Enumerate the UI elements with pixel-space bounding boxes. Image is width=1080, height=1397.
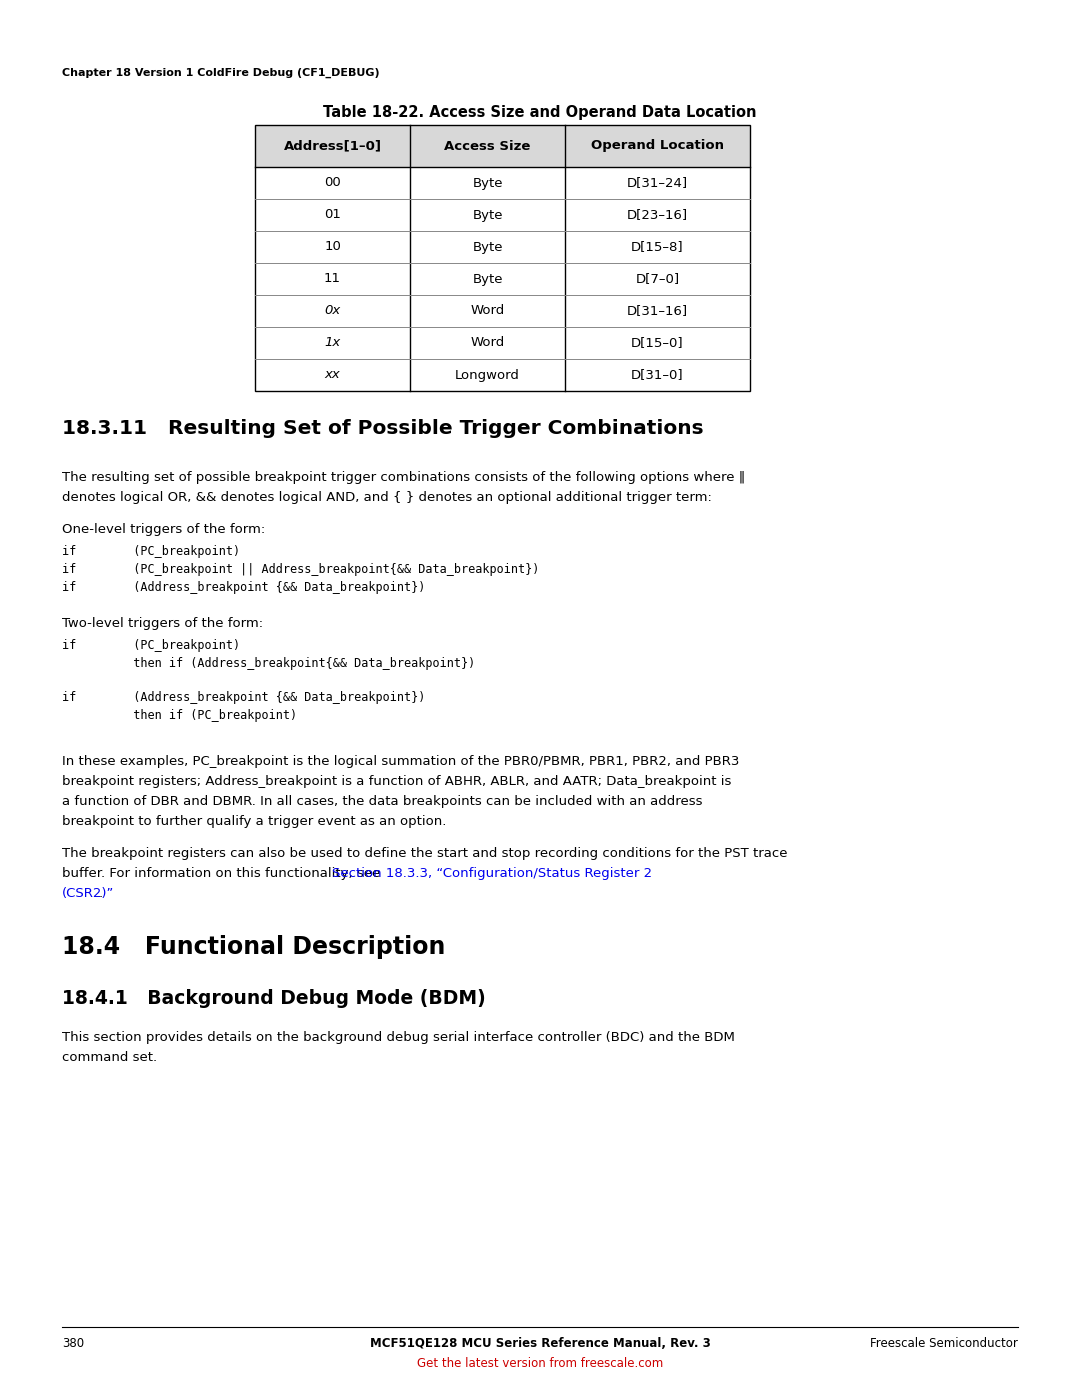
Text: Byte: Byte <box>472 176 503 190</box>
Text: then if (Address_breakpoint{&& Data_breakpoint}): then if (Address_breakpoint{&& Data_brea… <box>62 657 475 671</box>
Text: if        (Address_breakpoint {&& Data_breakpoint}): if (Address_breakpoint {&& Data_breakpoi… <box>62 581 426 594</box>
Text: D[7–0]: D[7–0] <box>635 272 679 285</box>
Text: 18.3.11   Resulting Set of Possible Trigger Combinations: 18.3.11 Resulting Set of Possible Trigge… <box>62 419 704 439</box>
Text: 18.4   Functional Description: 18.4 Functional Description <box>62 935 445 958</box>
Text: Byte: Byte <box>472 240 503 253</box>
Text: Word: Word <box>471 337 504 349</box>
Bar <box>255 124 750 168</box>
Text: Freescale Semiconductor: Freescale Semiconductor <box>870 1337 1018 1350</box>
Text: Byte: Byte <box>472 208 503 222</box>
Text: if        (Address_breakpoint {&& Data_breakpoint}): if (Address_breakpoint {&& Data_breakpoi… <box>62 692 426 704</box>
Text: One-level triggers of the form:: One-level triggers of the form: <box>62 522 266 536</box>
Text: 11: 11 <box>324 272 341 285</box>
Text: Section 18.3.3, “Configuration/Status Register 2: Section 18.3.3, “Configuration/Status Re… <box>333 868 652 880</box>
Text: 0x: 0x <box>324 305 340 317</box>
Text: MCF51QE128 MCU Series Reference Manual, Rev. 3: MCF51QE128 MCU Series Reference Manual, … <box>369 1337 711 1350</box>
Text: D[23–16]: D[23–16] <box>626 208 688 222</box>
Text: 380: 380 <box>62 1337 84 1350</box>
Text: .: . <box>99 887 104 900</box>
Text: denotes logical OR, && denotes logical AND, and { } denotes an optional addition: denotes logical OR, && denotes logical A… <box>62 490 712 504</box>
Text: then if (PC_breakpoint): then if (PC_breakpoint) <box>62 710 297 722</box>
Text: Two-level triggers of the form:: Two-level triggers of the form: <box>62 617 264 630</box>
Bar <box>255 124 750 391</box>
Text: Longword: Longword <box>455 369 519 381</box>
Text: D[31–0]: D[31–0] <box>631 369 684 381</box>
Text: The resulting set of possible breakpoint trigger combinations consists of the fo: The resulting set of possible breakpoint… <box>62 471 745 483</box>
Text: command set.: command set. <box>62 1051 157 1065</box>
Text: if        (PC_breakpoint || Address_breakpoint{&& Data_breakpoint}): if (PC_breakpoint || Address_breakpoint{… <box>62 563 539 576</box>
Text: Operand Location: Operand Location <box>591 140 724 152</box>
Text: In these examples, PC_breakpoint is the logical summation of the PBR0/PBMR, PBR1: In these examples, PC_breakpoint is the … <box>62 754 740 768</box>
Text: 1x: 1x <box>324 337 340 349</box>
Text: 01: 01 <box>324 208 341 222</box>
Text: D[15–0]: D[15–0] <box>631 337 684 349</box>
Text: D[31–24]: D[31–24] <box>626 176 688 190</box>
Text: This section provides details on the background debug serial interface controlle: This section provides details on the bac… <box>62 1031 734 1044</box>
Text: breakpoint to further qualify a trigger event as an option.: breakpoint to further qualify a trigger … <box>62 814 446 828</box>
Text: 18.4.1   Background Debug Mode (BDM): 18.4.1 Background Debug Mode (BDM) <box>62 989 486 1009</box>
Text: 00: 00 <box>324 176 341 190</box>
Text: breakpoint registers; Address_breakpoint is a function of ABHR, ABLR, and AATR; : breakpoint registers; Address_breakpoint… <box>62 775 731 788</box>
Text: if        (PC_breakpoint): if (PC_breakpoint) <box>62 638 240 652</box>
Text: buffer. For information on this functionality, see: buffer. For information on this function… <box>62 868 384 880</box>
Text: a function of DBR and DBMR. In all cases, the data breakpoints can be included w: a function of DBR and DBMR. In all cases… <box>62 795 702 807</box>
Text: D[31–16]: D[31–16] <box>626 305 688 317</box>
Text: 10: 10 <box>324 240 341 253</box>
Text: Address[1–0]: Address[1–0] <box>283 140 381 152</box>
Text: Get the latest version from freescale.com: Get the latest version from freescale.co… <box>417 1356 663 1370</box>
Text: Chapter 18 Version 1 ColdFire Debug (CF1_DEBUG): Chapter 18 Version 1 ColdFire Debug (CF1… <box>62 68 380 78</box>
Text: Word: Word <box>471 305 504 317</box>
Text: Access Size: Access Size <box>444 140 530 152</box>
Text: The breakpoint registers can also be used to define the start and stop recording: The breakpoint registers can also be use… <box>62 847 787 861</box>
Text: Table 18-22. Access Size and Operand Data Location: Table 18-22. Access Size and Operand Dat… <box>323 105 757 120</box>
Text: if        (PC_breakpoint): if (PC_breakpoint) <box>62 545 240 557</box>
Text: D[15–8]: D[15–8] <box>631 240 684 253</box>
Text: Byte: Byte <box>472 272 503 285</box>
Text: (CSR2)”: (CSR2)” <box>62 887 114 900</box>
Text: xx: xx <box>325 369 340 381</box>
